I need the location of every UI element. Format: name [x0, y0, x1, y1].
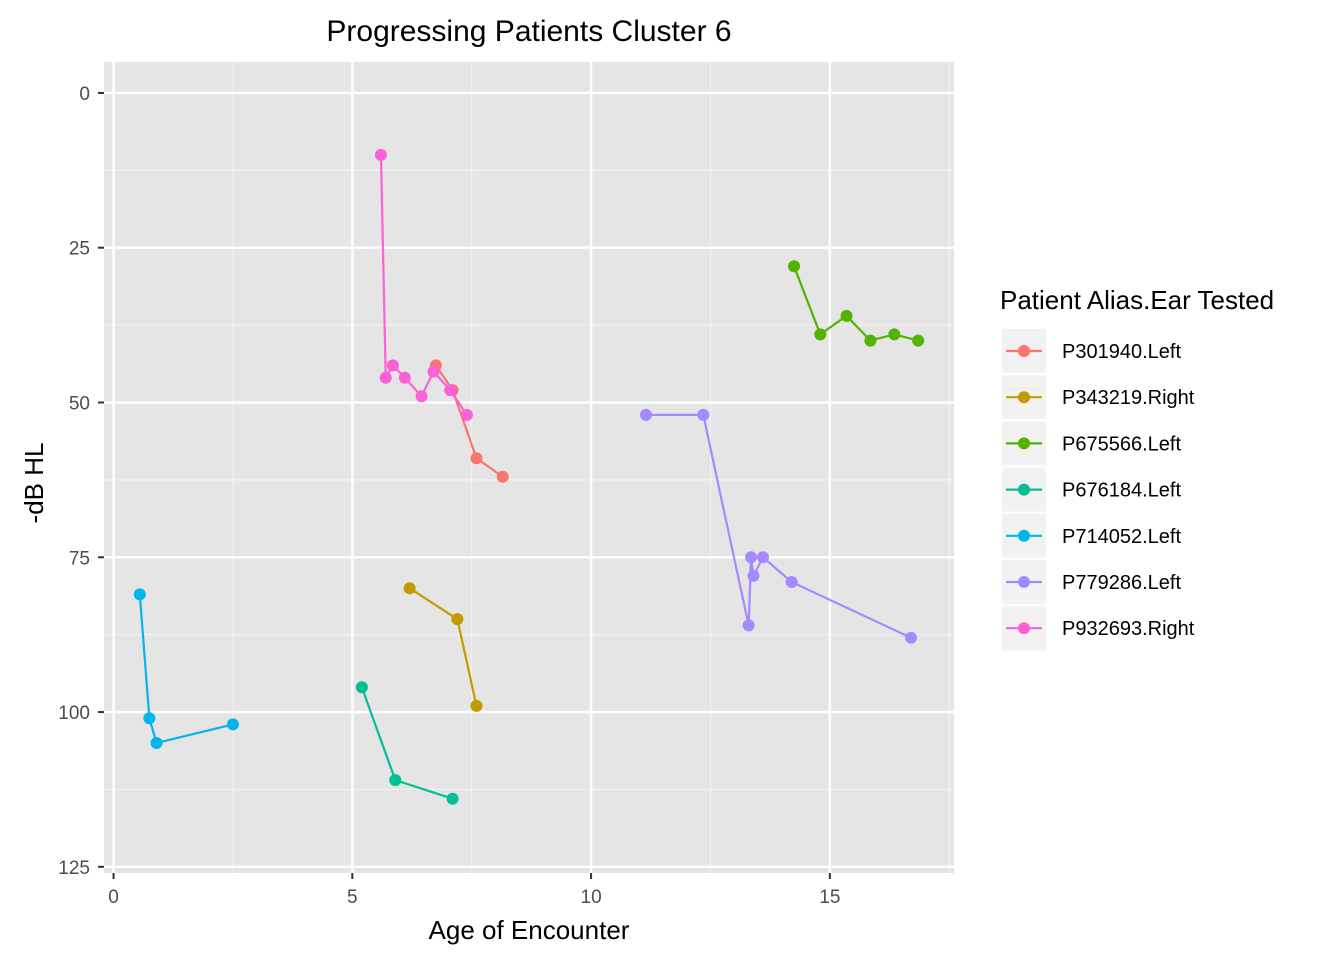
plot-panel — [104, 62, 954, 873]
data-point — [374, 148, 387, 161]
data-point — [639, 408, 652, 421]
data-point — [888, 328, 901, 341]
series-line-p779286-left — [645, 413, 912, 639]
x-tick-label: 5 — [347, 887, 358, 908]
data-point — [742, 619, 755, 632]
data-point — [150, 736, 163, 749]
x-tick-label: 0 — [108, 887, 119, 908]
data-point — [785, 576, 798, 589]
legend-label: P301940.Left — [1062, 341, 1181, 363]
legend-item-p714052-left: P714052.Left — [1002, 513, 1181, 558]
y-tick-label: 25 — [69, 239, 90, 260]
data-point — [756, 551, 769, 564]
data-point — [415, 390, 428, 403]
y-tick-label: 125 — [58, 858, 90, 879]
series-p779286-left — [639, 408, 918, 644]
legend-key-point — [1018, 483, 1030, 496]
data-point — [451, 613, 464, 626]
y-tick-label: 75 — [69, 548, 90, 569]
data-point — [814, 328, 827, 341]
data-point — [133, 588, 146, 601]
data-point — [398, 371, 411, 384]
legend-label: P779286.Left — [1062, 572, 1181, 594]
series-layer — [133, 148, 925, 805]
y-tick-label: 50 — [69, 393, 90, 414]
legend-title: Patient Alias.Ear Tested — [1000, 285, 1274, 315]
data-point — [745, 551, 758, 564]
y-axis-title: -dB HL — [19, 443, 49, 524]
data-point — [379, 371, 392, 384]
data-point — [496, 470, 509, 483]
series-p676184-left — [355, 681, 459, 805]
legend-label: P343219.Right — [1062, 387, 1195, 409]
legend: Patient Alias.Ear Tested P301940.Left P34… — [1000, 285, 1274, 651]
legend-key-point — [1018, 345, 1030, 357]
legend-item-p676184-left: P676184.Left — [1002, 467, 1181, 512]
y-tick-label: 0 — [79, 84, 90, 105]
legend-label: P676184.Left — [1062, 480, 1181, 502]
x-axis-title: Age of Encounter — [429, 915, 630, 945]
data-point — [470, 452, 483, 465]
data-point — [697, 408, 710, 421]
legend-item-p343219-right: P343219.Right — [1002, 375, 1195, 420]
legend-label: P675566.Left — [1062, 433, 1181, 455]
legend-label: P714052.Left — [1062, 526, 1181, 548]
axes-layer: 0 5 10 15 0 25 50 75 100 125 — [58, 84, 840, 908]
data-point — [427, 365, 440, 378]
data-point — [446, 792, 459, 805]
legend-key-point — [1018, 437, 1030, 450]
series-p932693-right — [374, 148, 473, 421]
data-point — [905, 631, 918, 644]
chart-title: Progressing Patients Cluster 6 — [326, 15, 731, 48]
series-line-p301940-left — [434, 364, 504, 478]
series-p714052-left — [133, 588, 239, 749]
data-point — [747, 569, 760, 582]
grid-major — [104, 62, 954, 873]
legend-item-p932693-right: P932693.Right — [1002, 606, 1195, 651]
data-point — [389, 774, 402, 787]
legend-item-p301940-left: P301940.Left — [1002, 329, 1181, 373]
data-point — [470, 699, 483, 712]
data-point — [864, 334, 877, 347]
data-point — [386, 359, 399, 372]
legend-item-p675566-left: P675566.Left — [1002, 421, 1181, 466]
data-point — [444, 384, 457, 397]
data-point — [226, 718, 239, 731]
legend-item-p779286-left: P779286.Left — [1002, 560, 1181, 604]
data-point — [912, 334, 925, 347]
x-tick-label: 10 — [581, 887, 602, 908]
data-point — [355, 681, 368, 694]
data-point — [403, 582, 416, 595]
series-p675566-left — [788, 260, 925, 347]
y-tick-label: 100 — [58, 703, 90, 724]
x-tick-label: 15 — [819, 887, 840, 908]
legend-key-point — [1018, 529, 1030, 542]
grid-minor — [104, 62, 954, 873]
data-point — [840, 309, 853, 322]
legend-key-point — [1018, 391, 1030, 404]
data-point — [460, 408, 473, 421]
series-line-p714052-left — [138, 594, 234, 745]
legend-label: P932693.Right — [1062, 618, 1195, 640]
series-p343219-right — [403, 582, 483, 712]
data-point — [788, 260, 801, 273]
legend-key-point — [1018, 622, 1030, 635]
data-point — [143, 712, 156, 725]
legend-key-point — [1018, 576, 1030, 588]
